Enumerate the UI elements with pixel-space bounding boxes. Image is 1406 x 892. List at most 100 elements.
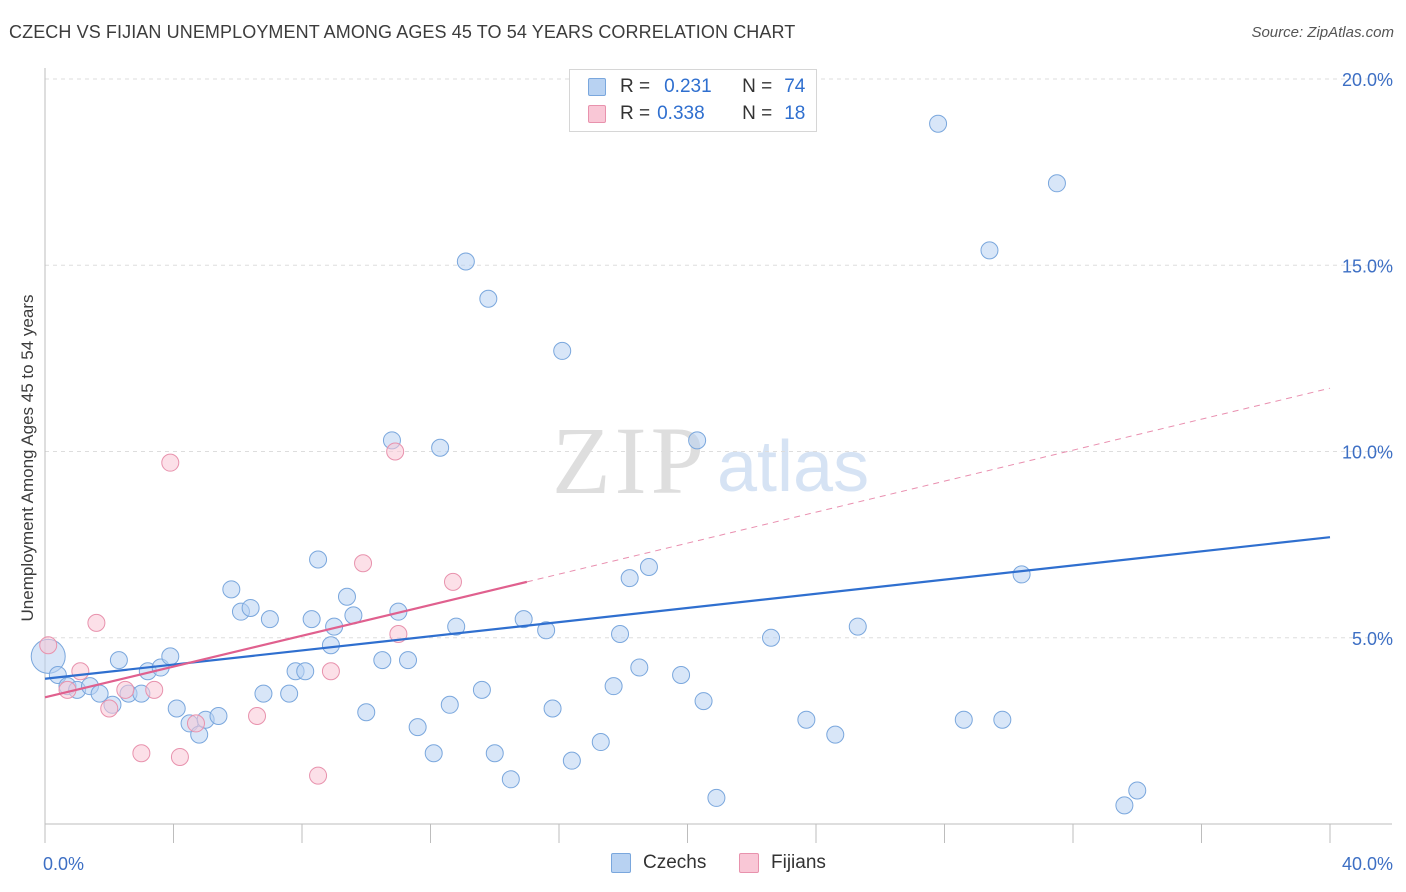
legend-swatch-fijians <box>588 105 606 123</box>
fijians-point <box>309 766 328 785</box>
czechs-point <box>639 557 658 576</box>
czechs-point <box>222 580 241 599</box>
legend-row-czechs: R = 0.231 N = 74 <box>588 75 805 99</box>
legend-r-value: 0.338 <box>657 103 705 124</box>
czechs-point <box>161 647 180 666</box>
czechs-point <box>280 684 299 703</box>
czechs-point <box>553 341 572 360</box>
legend-n-value: 18 <box>784 103 806 124</box>
czechs-point <box>929 114 948 133</box>
czechs-point <box>399 651 418 670</box>
czechs-point <box>309 550 328 569</box>
czechs-point <box>373 651 392 670</box>
czechs-point <box>688 431 707 450</box>
czechs-point <box>630 658 649 677</box>
y-tick-label: 20.0% <box>1342 70 1393 90</box>
fijians-point <box>321 662 340 681</box>
legend-r-label: R = <box>620 103 651 124</box>
fijians-point <box>132 744 151 763</box>
czechs-point <box>591 733 610 752</box>
czechs-point <box>447 617 466 636</box>
legend-item-fijians[interactable]: Fijians <box>739 852 826 874</box>
czechs-point <box>707 788 726 807</box>
czechs-point <box>302 610 321 629</box>
czechs-point <box>456 252 475 271</box>
czechs-point <box>167 699 186 718</box>
czechs-point <box>620 569 639 588</box>
legend-row-fijians: R = 0.338 N = 18 <box>588 102 805 126</box>
fijians-point <box>186 714 205 733</box>
czechs-point <box>993 710 1012 729</box>
czechs-point <box>611 625 630 644</box>
czechs-point <box>485 744 504 763</box>
czechs-point <box>762 628 781 647</box>
fijians-point <box>145 680 164 699</box>
czechs-trend-line <box>44 536 1331 680</box>
fijians-point <box>161 453 180 472</box>
fijians-label: Fijians <box>771 852 826 873</box>
czechs-point <box>260 610 279 629</box>
legend-swatch-czechs <box>588 78 606 96</box>
fijians-point <box>170 747 189 766</box>
source-label: Source: ZipAtlas.com <box>1251 24 1394 41</box>
fijians-point <box>248 706 267 725</box>
fijians-trend-line <box>44 580 528 699</box>
czechs-point <box>109 651 128 670</box>
czechs-label: Czechs <box>643 852 707 873</box>
y-tick-label: 10.0% <box>1342 443 1393 463</box>
czechs-point <box>980 241 999 260</box>
czechs-point <box>826 725 845 744</box>
czechs-point <box>479 289 498 308</box>
czechs-point <box>472 680 491 699</box>
czechs-point <box>337 587 356 606</box>
series-legend: Czechs Fijians <box>0 852 1406 878</box>
czechs-point <box>1128 781 1147 800</box>
czechs-point <box>241 598 260 617</box>
chart-title: CZECH VS FIJIAN UNEMPLOYMENT AMONG AGES … <box>9 22 796 42</box>
czechs-point <box>424 744 443 763</box>
legend-item-czechs[interactable]: Czechs <box>611 852 706 874</box>
czechs-point <box>440 695 459 714</box>
czechs-point <box>209 706 228 725</box>
czechs-point <box>501 770 520 789</box>
czechs-point <box>694 692 713 711</box>
czechs-point <box>954 710 973 729</box>
czechs-point <box>1012 565 1031 584</box>
czechs-point <box>604 677 623 696</box>
czechs-point <box>408 718 427 737</box>
legend-r-label: R = <box>620 76 651 97</box>
fijians-point <box>39 636 58 655</box>
x-tick-label: 40.0% <box>1342 854 1393 874</box>
czechs-point <box>321 636 340 655</box>
fijians-swatch <box>739 853 759 873</box>
czechs-point <box>562 751 581 770</box>
czechs-swatch <box>611 853 631 873</box>
fijians-point <box>443 572 462 591</box>
czechs-point <box>296 662 315 681</box>
fijians-point <box>100 699 119 718</box>
czechs-point <box>848 617 867 636</box>
correlation-legend: R = 0.231 N = 74 R = 0.338 N = 18 <box>569 69 817 132</box>
czechs-point <box>431 438 450 457</box>
legend-r-value: 0.231 <box>664 76 712 97</box>
czechs-point <box>537 621 556 640</box>
czechs-point <box>254 684 273 703</box>
fijians-point <box>87 613 106 632</box>
y-tick-label: 5.0% <box>1352 629 1393 649</box>
czechs-point <box>672 666 691 684</box>
fijians-point <box>386 442 405 461</box>
czechs-point <box>797 710 816 729</box>
legend-n-value: 74 <box>784 76 806 97</box>
y-tick-label: 15.0% <box>1342 256 1393 276</box>
czechs-point <box>357 703 376 722</box>
czechs-point <box>514 610 533 629</box>
x-tick-label: 0.0% <box>43 854 84 874</box>
legend-n-label: N = <box>742 76 773 97</box>
fijians-point <box>116 680 135 699</box>
legend-n-label: N = <box>742 103 773 124</box>
czechs-point <box>543 699 562 718</box>
fijians-point <box>354 554 373 573</box>
fijians-point <box>71 662 90 681</box>
czechs-point <box>1047 174 1066 193</box>
